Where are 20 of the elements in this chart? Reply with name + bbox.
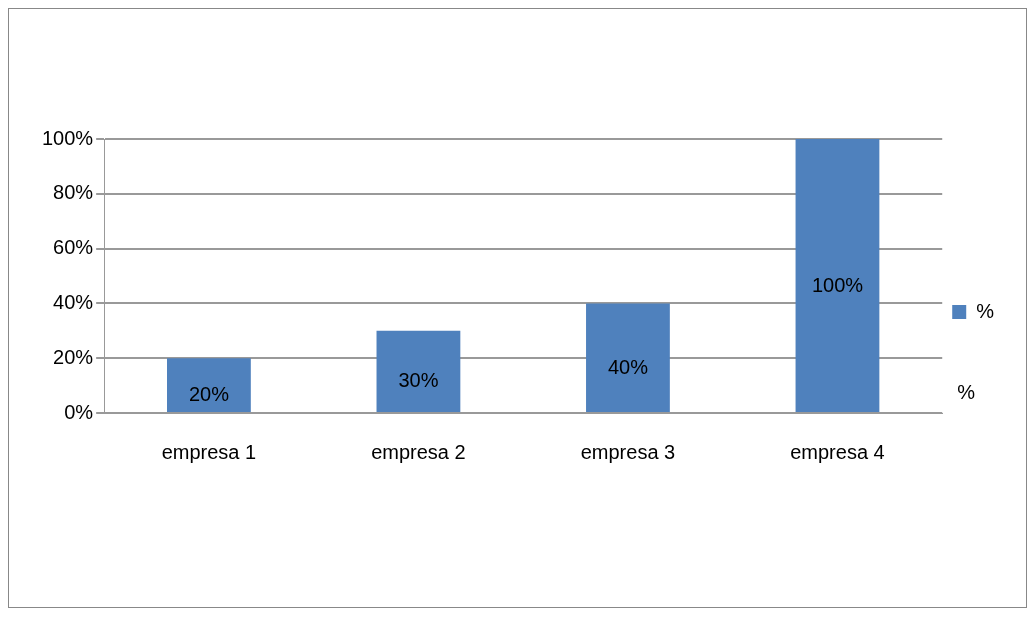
x-tick-label: empresa 3 (580, 440, 676, 463)
bar (795, 139, 880, 412)
bar (586, 303, 670, 412)
bar (167, 358, 251, 412)
data-label: 20% (188, 383, 230, 406)
y-tick-label: 40% (53, 290, 94, 313)
x-tick-label: empresa 1 (161, 440, 257, 463)
y-tick-label: 0% (64, 400, 94, 423)
data-label: 100% (811, 273, 864, 296)
y-tick-label: 100% (42, 126, 94, 149)
y-tick-label: 80% (53, 181, 94, 204)
x-tick-label: empresa 4 (790, 440, 885, 463)
legend-label: % (976, 299, 995, 322)
y-tick-label: 60% (53, 236, 94, 259)
text: % (957, 380, 976, 403)
bar (376, 330, 461, 412)
x-tick-label: empresa 2 (371, 440, 466, 463)
data-label: 40% (607, 355, 649, 378)
y-tick-label: 20% (53, 345, 94, 368)
data-label: 30% (398, 369, 439, 392)
